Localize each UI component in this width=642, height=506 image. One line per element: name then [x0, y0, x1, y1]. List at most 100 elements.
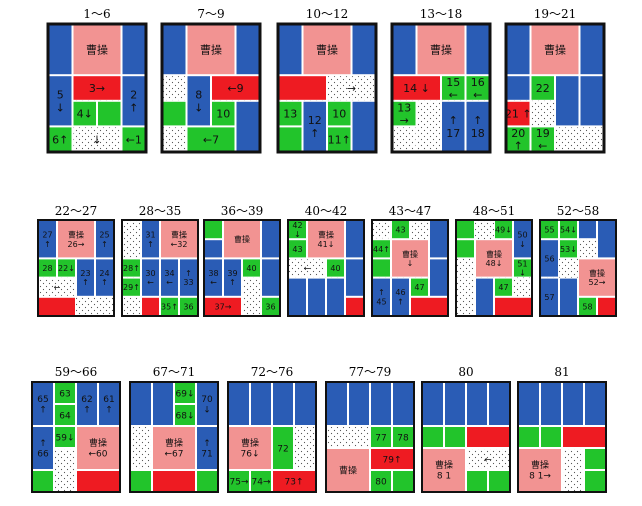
block-label: 41↓: [318, 240, 335, 249]
block-label: ←: [210, 278, 217, 287]
board-5: 19〜21 曹操 22 21 ↑ 20↑ 19←: [504, 7, 606, 154]
green-block: [456, 239, 475, 259]
block-label: ↓: [92, 133, 101, 146]
blue-block: [261, 258, 280, 297]
green-block: [422, 426, 444, 448]
block-label: ←7: [203, 133, 219, 146]
green-block: [494, 277, 513, 297]
block-label: ↑: [101, 278, 108, 287]
block-label: ↑: [378, 288, 385, 297]
block-label: 57: [544, 293, 554, 302]
board-range-label: 22〜27: [55, 204, 98, 218]
block-label: ←32: [171, 240, 188, 249]
green-block: [278, 126, 303, 153]
block-label: ↓: [203, 406, 211, 416]
block-label: 58: [582, 302, 592, 311]
blue-block: [578, 220, 597, 240]
block-label: ↑: [397, 297, 404, 306]
block-label: 46: [395, 288, 405, 297]
blue-block: [351, 100, 376, 153]
block-label: 62: [81, 395, 92, 405]
block-label: 曹操: [339, 464, 357, 476]
cao-cao-block: [530, 24, 580, 76]
blue-block: [540, 382, 562, 426]
blue-block: [152, 382, 174, 426]
blue-block: [160, 258, 179, 297]
block-label: ←: [449, 88, 458, 101]
green-block: [444, 426, 466, 448]
block-label: ↑: [449, 114, 458, 127]
blue-block: [429, 258, 448, 297]
block-label: ←: [54, 283, 61, 292]
board-frame: [517, 381, 607, 493]
green-block: [54, 426, 76, 448]
board-frame: [160, 22, 262, 154]
red-block: [345, 296, 364, 316]
red-block: [410, 296, 448, 316]
blue-block: [162, 24, 187, 76]
board-range-label: 7〜9: [197, 7, 224, 21]
board-18: 81 曹操8 1→: [517, 365, 607, 493]
block-label: ↓: [519, 240, 526, 249]
block-label: 曹操: [234, 234, 250, 244]
blue-block: [429, 220, 448, 259]
red-block: [278, 75, 327, 101]
red-block: [141, 296, 160, 316]
cao-cao-block: [391, 239, 429, 278]
block-label: ↓: [194, 101, 203, 114]
green-block: [272, 426, 294, 470]
block-label: 4↓: [77, 108, 93, 121]
block-label: ↑: [101, 240, 108, 249]
empty-cell: [456, 277, 475, 317]
blue-block: [348, 382, 370, 426]
blue-block: [345, 220, 364, 259]
green-block: [392, 470, 414, 492]
green-block: [211, 100, 236, 127]
green-block: [530, 75, 555, 101]
green-block: [584, 470, 606, 492]
blue-block: [392, 382, 414, 426]
block-label: 64: [59, 411, 71, 421]
block-label: 曹操: [171, 230, 187, 240]
board-frame: [121, 219, 199, 317]
block-label: 47: [414, 283, 424, 292]
block-label: 曹操: [241, 437, 259, 449]
block-label: ←60: [89, 450, 108, 460]
block-label: 曹操: [544, 43, 566, 57]
red-block: [466, 426, 510, 448]
cao-cao-block: [223, 220, 261, 259]
block-label: 22: [536, 82, 550, 95]
blue-block: [204, 239, 223, 259]
block-label: ↑: [129, 101, 138, 114]
empty-cell: [392, 126, 417, 153]
board-frame: [390, 22, 492, 154]
block-label: 曹操: [86, 43, 108, 57]
blue-block: [422, 382, 444, 426]
block-label: 50: [517, 231, 527, 240]
block-label: 65: [37, 395, 48, 405]
board-frame: [421, 381, 511, 493]
blue-block: [307, 277, 326, 317]
blue-block: [466, 382, 488, 426]
block-label: 曹操: [316, 43, 338, 57]
cao-cao-block: [57, 220, 95, 259]
blue-block: [294, 382, 316, 426]
block-label: 56: [544, 254, 554, 263]
board-frame: [31, 381, 121, 493]
block-label: 13: [283, 108, 297, 121]
block-label: 55: [544, 226, 554, 235]
block-label: ↑: [82, 278, 89, 287]
block-label: 49↓: [495, 226, 512, 235]
block-label: 38: [208, 269, 218, 278]
block-label: 61: [103, 395, 114, 405]
empty-cell: [162, 75, 187, 101]
blue-block: [235, 24, 260, 76]
green-block: [488, 470, 510, 492]
board-frame: [129, 381, 219, 493]
block-label: 51: [517, 259, 527, 268]
green-block: [327, 100, 352, 127]
